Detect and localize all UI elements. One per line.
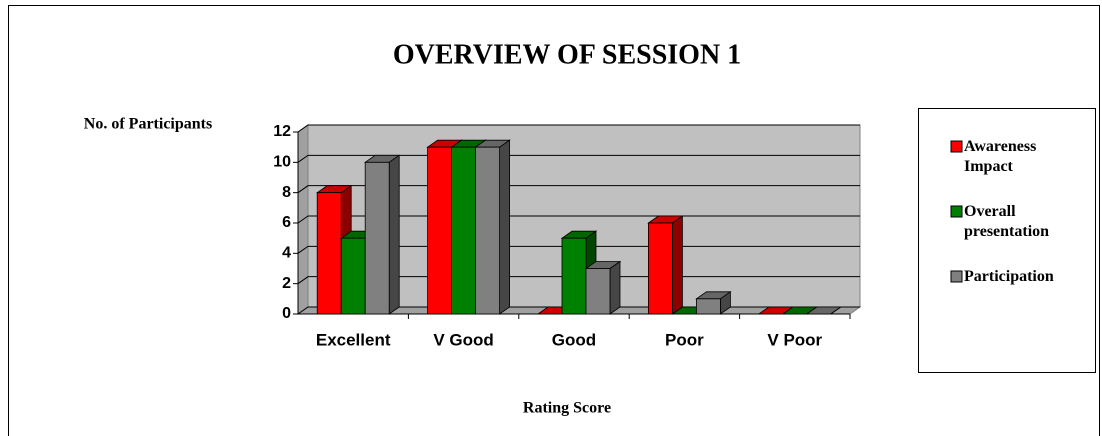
bar-front — [340, 237, 366, 315]
legend-box — [918, 108, 1096, 373]
y-tick-label: 6 — [282, 214, 291, 231]
bar-front — [585, 268, 611, 315]
grid-line — [297, 124, 860, 133]
bar-front — [451, 146, 477, 315]
bar-front — [475, 146, 501, 315]
y-tick-label: 8 — [282, 184, 291, 201]
y-tick-label: 10 — [273, 154, 291, 171]
x-tick-label: V Good — [433, 330, 493, 349]
y-tick-label: 0 — [282, 305, 291, 322]
y-tick-label: 2 — [282, 275, 291, 292]
legend-swatch — [950, 140, 963, 153]
bar — [363, 154, 401, 315]
bar-front — [427, 146, 453, 315]
x-axis-label: Rating Score — [523, 400, 611, 417]
bar-front — [696, 298, 721, 315]
bar — [647, 215, 684, 315]
bar-front — [316, 192, 342, 315]
bar-side — [388, 154, 400, 315]
bar — [805, 306, 843, 315]
bar-front — [648, 222, 673, 315]
grid-line — [297, 185, 860, 194]
y-axis-label: No. of Participants — [84, 116, 212, 133]
legend-label: Awareness Impact — [964, 138, 1040, 175]
legend-swatch — [950, 205, 963, 218]
x-tick-label: Excellent — [316, 330, 391, 349]
legend-swatch — [950, 270, 963, 283]
chart-title: OVERVIEW OF SESSION 1 — [393, 39, 741, 70]
y-tick-label: 12 — [273, 123, 291, 140]
bar — [584, 260, 622, 315]
bar-side — [499, 139, 511, 315]
bar-side — [830, 306, 842, 315]
bar — [474, 139, 511, 315]
bar — [695, 291, 732, 315]
y-tick-label: 4 — [282, 245, 291, 262]
legend-label: Overall presentation — [964, 203, 1049, 240]
x-tick-label: Good — [552, 330, 596, 349]
x-tick-label: Poor — [665, 330, 704, 349]
legend-label: Participation — [964, 268, 1054, 285]
bar-front — [561, 237, 587, 315]
x-tick-label: V Poor — [767, 330, 822, 349]
grid-line — [297, 154, 860, 163]
bar-front — [364, 161, 390, 315]
bar-side — [609, 260, 621, 315]
bar-side — [672, 215, 683, 315]
